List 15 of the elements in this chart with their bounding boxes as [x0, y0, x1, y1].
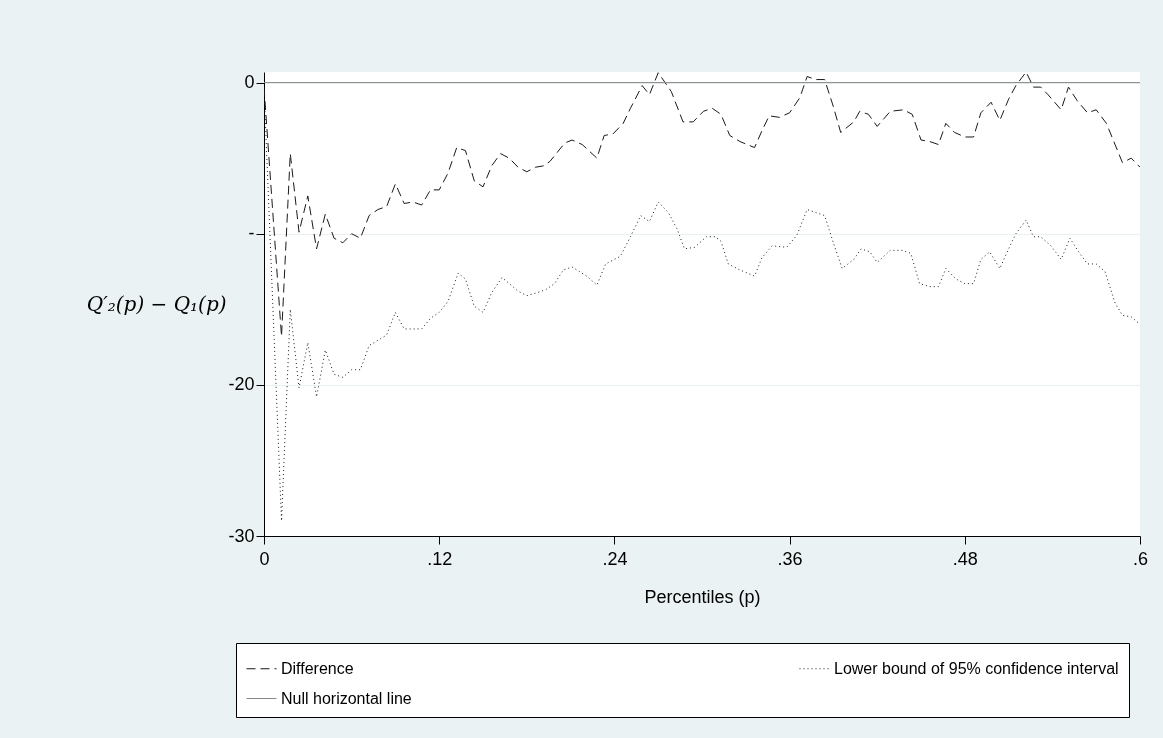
legend-label: Difference: [281, 659, 354, 677]
y-tick-label: 0: [244, 72, 255, 93]
x-tick-label: 0: [259, 548, 270, 569]
x-tick-label: .36: [777, 548, 803, 569]
y-tick-label: -20: [228, 374, 255, 395]
x-axis-title: Percentiles (p): [644, 586, 761, 607]
y-tick-label: -30: [228, 525, 255, 546]
legend-label: Lower bound of 95% confidence interval: [834, 659, 1119, 677]
legend-label: Null horizontal line: [281, 689, 412, 707]
y-axis-title: Q′₂(p) − Q₁(p): [86, 291, 227, 316]
y-tick-label: -: [248, 223, 255, 244]
x-tick-label: .12: [427, 548, 453, 569]
x-tick-label: .24: [602, 548, 628, 569]
x-tick-label: .48: [952, 548, 978, 569]
x-tick-label: .6: [1132, 548, 1149, 569]
